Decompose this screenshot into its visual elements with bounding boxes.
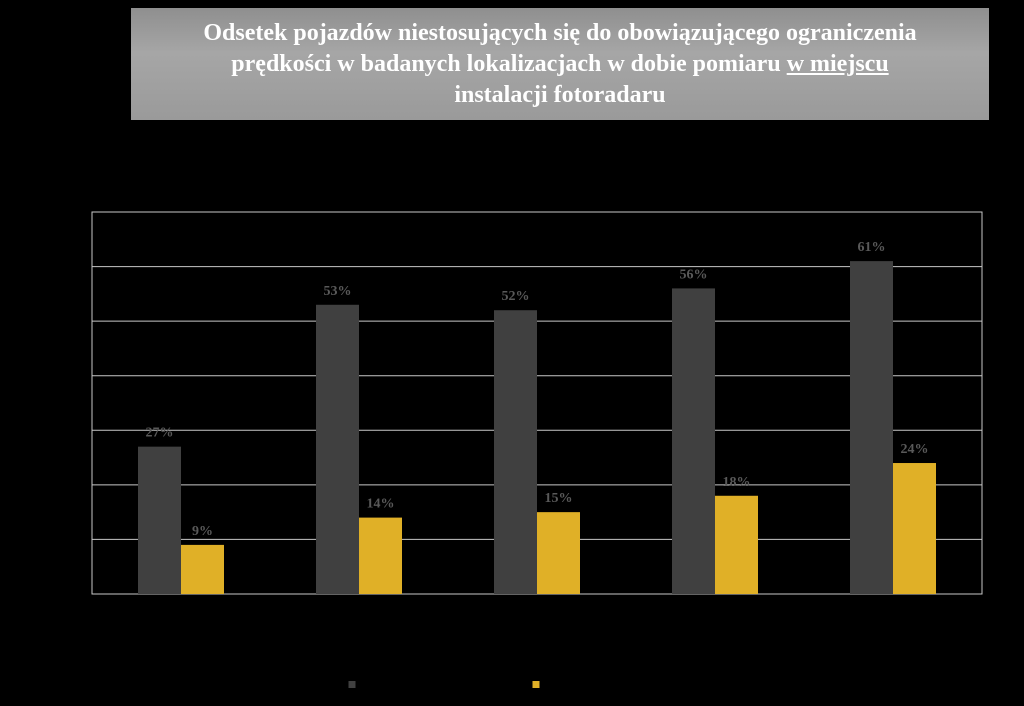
bar-series-2-cat-5 (893, 463, 936, 594)
bar-series-2-cat-2 (359, 517, 402, 594)
title-line-2-prefix: prędkości w badanych lokalizacjach w dob… (231, 50, 787, 77)
data-label-series-2-cat-2: 14% (367, 497, 395, 512)
bar-series-1-cat-1 (138, 446, 181, 594)
data-label-series-2-cat-3: 15% (545, 491, 573, 506)
data-label-series-2-cat-5: 24% (901, 442, 929, 457)
data-label-series-1-cat-3: 52% (502, 289, 530, 304)
data-label-series-1-cat-5: 61% (858, 240, 886, 255)
bar-series-2-cat-1 (181, 544, 224, 594)
data-label-series-2-cat-4: 18% (723, 475, 751, 490)
data-label-series-1-cat-1: 27% (146, 426, 174, 441)
legend-marker-series-2 (532, 681, 540, 688)
legend-marker-series-1 (348, 681, 356, 688)
bar-series-1-cat-2 (316, 304, 359, 594)
bar-series-1-cat-4 (672, 288, 715, 594)
data-label-series-1-cat-4: 56% (680, 267, 708, 282)
chart-title: Odsetek pojazdów niestosujących się do o… (131, 8, 989, 120)
bar-series-2-cat-4 (715, 495, 758, 594)
data-label-series-1-cat-2: 53% (324, 284, 352, 299)
bar-series-1-cat-3 (494, 310, 537, 594)
title-line-2-underlined: w miejscu (786, 50, 889, 77)
data-label-series-2-cat-1: 9% (192, 524, 213, 539)
title-line-3: instalacji fotoradaru (454, 81, 666, 108)
bar-series-1-cat-5 (850, 261, 893, 594)
title-line-1: Odsetek pojazdów niestosujących się do o… (203, 19, 917, 46)
bar-series-2-cat-3 (537, 512, 580, 594)
